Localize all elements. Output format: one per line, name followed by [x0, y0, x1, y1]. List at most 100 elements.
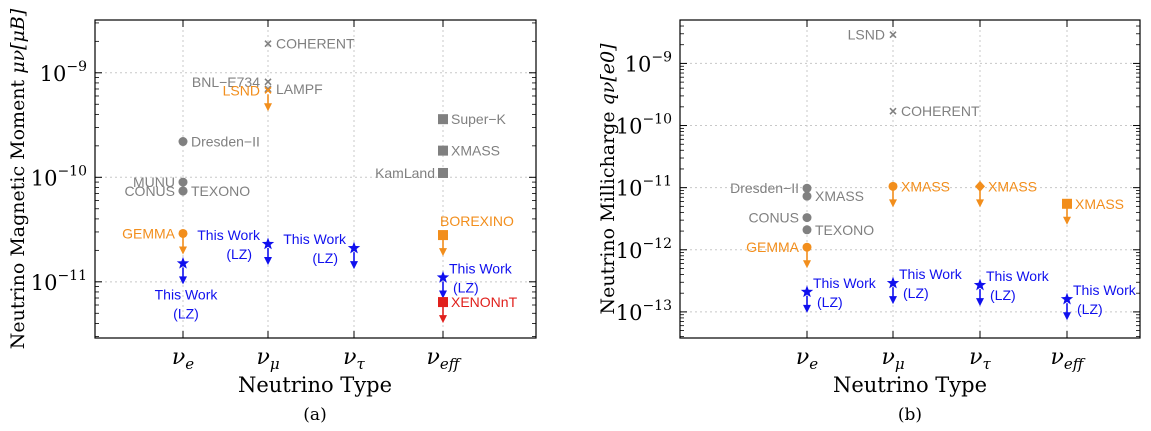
- marker-circle: [178, 137, 188, 147]
- upper-limit-arrow: [1063, 207, 1071, 225]
- x-tick-label: νe: [796, 345, 818, 373]
- marker-circle: [888, 181, 898, 191]
- point-label: This Work (LZ): [813, 275, 877, 310]
- x-tick-label: νe: [172, 345, 194, 373]
- marker-square: [1062, 198, 1072, 209]
- upper-limit-arrow: [803, 251, 811, 269]
- data-point: COHERENT: [264, 36, 355, 52]
- marker-circle: [178, 177, 188, 187]
- data-point: XMASS: [975, 178, 1037, 208]
- data-point: This Work (LZ): [283, 231, 361, 270]
- data-point: Dresden−II: [730, 180, 812, 196]
- y-tick-label: 10−11: [616, 174, 672, 201]
- data-point: CONUS: [124, 183, 188, 199]
- marker-square: [438, 145, 448, 156]
- marker-star: [176, 256, 190, 269]
- data-point: BNL−E734: [192, 74, 272, 90]
- marker-star: [261, 237, 275, 250]
- marker-circle: [178, 186, 188, 196]
- panel-label: (b): [898, 405, 922, 425]
- marker-circle: [802, 225, 812, 235]
- marker-x: [264, 40, 272, 48]
- point-label: This Work (LZ): [197, 227, 261, 262]
- point-label: This Work (LZ): [449, 260, 513, 295]
- point-label: COHERENT: [901, 103, 980, 119]
- point-label: TEXONO: [815, 222, 874, 238]
- data-point: LSND: [848, 27, 897, 43]
- point-label: Dresden−II: [191, 134, 260, 150]
- marker-star: [436, 270, 450, 283]
- panel-label: (a): [303, 405, 326, 425]
- point-label: XENONnT: [451, 294, 518, 310]
- marker-square: [438, 297, 448, 308]
- upper-limit-arrow: [439, 239, 447, 257]
- marker-x: [264, 78, 272, 86]
- point-label: LSND: [848, 27, 885, 43]
- point-label: XMASS: [901, 178, 950, 194]
- x-tick-label: νeff: [427, 345, 462, 373]
- data-point: LAMPF: [264, 81, 323, 97]
- y-tick-label: 10−11: [31, 268, 87, 295]
- marker-circle: [802, 213, 812, 223]
- data-point: XMASS: [802, 188, 864, 204]
- point-label: LAMPF: [276, 81, 323, 97]
- plot-frame: [94, 19, 537, 339]
- marker-circle: [178, 228, 188, 238]
- point-label: LSND: [223, 82, 260, 98]
- marker-diamond: [975, 180, 985, 192]
- point-label: XMASS: [1075, 196, 1124, 212]
- data-point: TEXONO: [178, 183, 250, 199]
- data-point: LSND: [223, 82, 272, 112]
- marker-star: [973, 278, 987, 291]
- data-point: Dresden−II: [178, 134, 260, 150]
- upper-limit-arrow: [179, 267, 187, 285]
- marker-star: [800, 285, 814, 298]
- point-label: BOREXINO: [440, 213, 514, 229]
- point-label: Super−K: [451, 111, 507, 127]
- marker-x: [889, 107, 897, 115]
- point-label: XMASS: [988, 178, 1037, 194]
- x-tick-label: ντ: [343, 345, 365, 373]
- point-label: COHERENT: [276, 36, 355, 52]
- y-tick-label: 10−9: [40, 59, 87, 86]
- marker-circle: [802, 242, 812, 252]
- x-tick-label: νμ: [256, 345, 279, 373]
- upper-limit-arrow: [350, 252, 358, 270]
- point-label: This Work (LZ): [155, 286, 219, 321]
- y-tick-label: 10−9: [625, 49, 672, 76]
- point-label: CONUS: [748, 210, 799, 226]
- data-point: XMASS: [438, 143, 500, 159]
- upper-limit-arrow: [889, 287, 897, 305]
- data-point: GEMMA: [746, 239, 812, 269]
- upper-limit-arrow: [439, 281, 447, 299]
- data-point: BOREXINO: [438, 213, 514, 257]
- point-label: BNL−E734: [192, 74, 260, 90]
- data-point: TEXONO: [802, 222, 874, 238]
- point-label: CONUS: [124, 183, 175, 199]
- upper-limit-arrow: [264, 248, 272, 266]
- data-point: This Work (LZ): [973, 268, 1050, 307]
- marker-square: [438, 167, 448, 178]
- x-tick-label: νμ: [881, 345, 904, 373]
- y-axis-title: Neutrino Millicharge qν[e0]: [597, 43, 619, 315]
- data-point: GEMMA: [122, 225, 188, 255]
- x-tick-label: ντ: [969, 345, 991, 373]
- point-label: This Work (LZ): [986, 268, 1050, 303]
- upper-limit-arrow: [889, 190, 897, 208]
- upper-limit-arrow: [179, 237, 187, 255]
- x-tick-label: νeff: [1051, 345, 1086, 373]
- marker-x: [264, 85, 272, 93]
- marker-star: [886, 276, 900, 289]
- y-tick-label: 10−13: [616, 298, 672, 325]
- marker-square: [438, 230, 448, 241]
- data-point: KamLand: [375, 165, 448, 181]
- y-tick-label: 10−10: [31, 163, 87, 190]
- data-point: This Work (LZ): [197, 227, 275, 266]
- panel-a: νe νμ ντ νeff 10−11 10−10 10−9 Neutrino Type (a)…: [7, 8, 537, 425]
- data-point: MUNU: [133, 174, 188, 190]
- upper-limit-arrow: [264, 94, 272, 112]
- data-point: This Work (LZ): [886, 266, 963, 305]
- point-label: This Work (LZ): [899, 266, 963, 301]
- data-point: XENONnT: [438, 294, 518, 324]
